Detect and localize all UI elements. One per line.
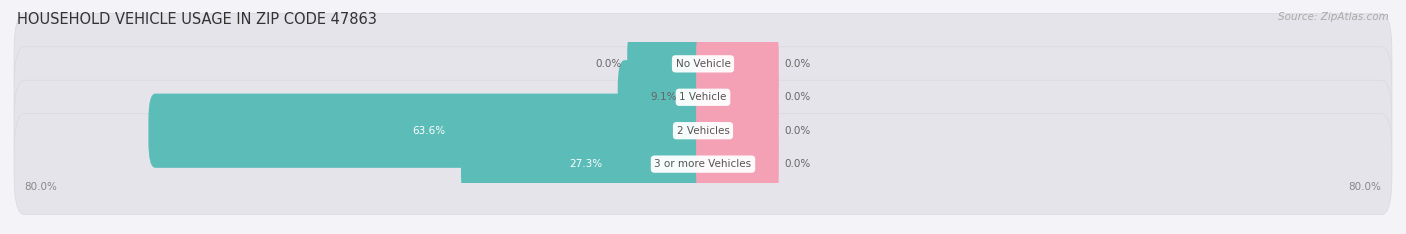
Text: 0.0%: 0.0% [785,59,811,69]
FancyBboxPatch shape [14,114,1392,215]
Text: Source: ZipAtlas.com: Source: ZipAtlas.com [1278,12,1389,22]
FancyBboxPatch shape [627,27,710,101]
Text: 0.0%: 0.0% [595,59,621,69]
Text: 2 Vehicles: 2 Vehicles [676,126,730,136]
Text: 63.6%: 63.6% [412,126,446,136]
FancyBboxPatch shape [696,127,779,201]
Text: 0.0%: 0.0% [785,159,811,169]
FancyBboxPatch shape [14,13,1392,114]
Text: 0.0%: 0.0% [785,126,811,136]
Text: No Vehicle: No Vehicle [675,59,731,69]
Text: 80.0%: 80.0% [24,182,58,191]
FancyBboxPatch shape [617,60,710,134]
FancyBboxPatch shape [696,60,779,134]
FancyBboxPatch shape [14,47,1392,148]
Text: 3 or more Vehicles: 3 or more Vehicles [654,159,752,169]
Text: 27.3%: 27.3% [569,159,602,169]
Text: HOUSEHOLD VEHICLE USAGE IN ZIP CODE 47863: HOUSEHOLD VEHICLE USAGE IN ZIP CODE 4786… [17,12,377,27]
FancyBboxPatch shape [696,94,779,168]
Text: 9.1%: 9.1% [651,92,678,102]
Text: 0.0%: 0.0% [785,92,811,102]
FancyBboxPatch shape [149,94,710,168]
FancyBboxPatch shape [461,127,710,201]
Text: 80.0%: 80.0% [1348,182,1382,191]
FancyBboxPatch shape [14,80,1392,181]
FancyBboxPatch shape [696,27,779,101]
Text: 1 Vehicle: 1 Vehicle [679,92,727,102]
